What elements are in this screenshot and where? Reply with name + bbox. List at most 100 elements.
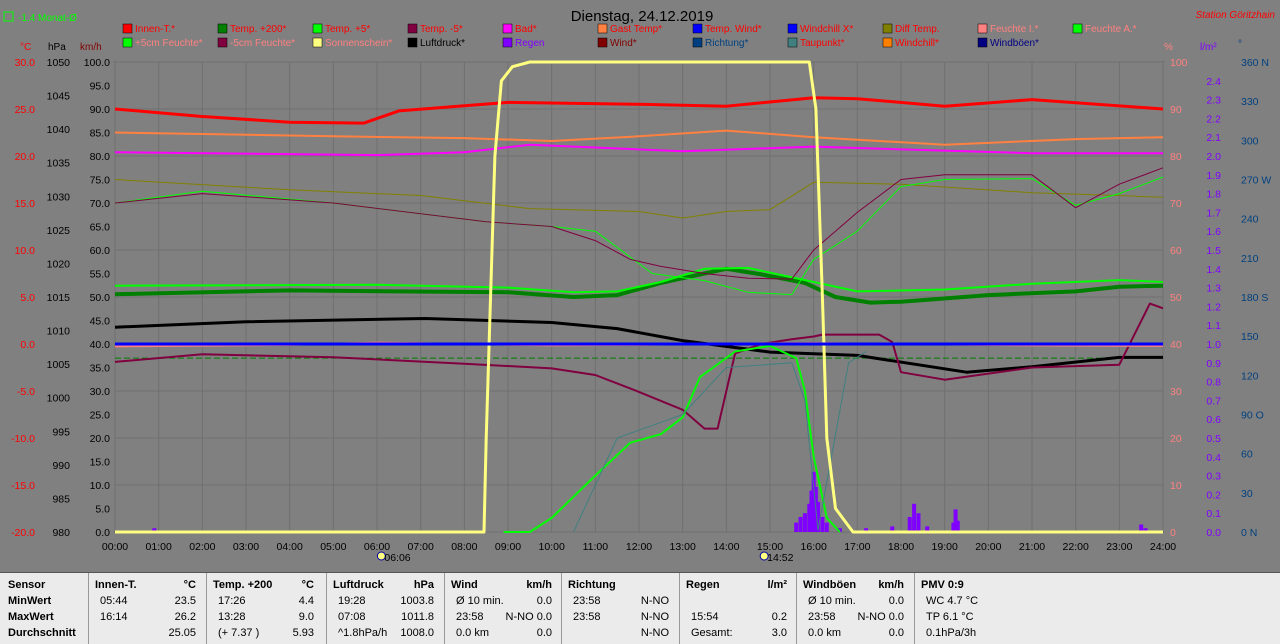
- stats-cell-label: 16:14: [100, 611, 128, 623]
- celsius-tick-label: 20.0: [15, 151, 36, 163]
- time-tick-label: 12:00: [626, 541, 652, 553]
- stats-column-divider: [561, 573, 562, 644]
- hpa-tick-label: 985: [52, 493, 70, 505]
- sun-markers: 06:06 14:52: [376, 551, 794, 564]
- lm2-tick-label: 0.4: [1206, 452, 1221, 464]
- kmh-tick-label: 85.0: [90, 128, 111, 140]
- stats-column-divider: [914, 573, 915, 644]
- series-line: [503, 344, 841, 533]
- stats-cell-label: 23:58: [573, 595, 601, 607]
- stats-header: PMV 0:9: [921, 579, 964, 591]
- rain-bar: [1143, 528, 1148, 532]
- kmh-tick-label: 15.0: [90, 457, 111, 469]
- series-line: [114, 143, 1163, 157]
- legend-label: Temp. +200*: [230, 24, 287, 35]
- time-tick-label: 17:00: [844, 541, 870, 553]
- series-line: [115, 60, 1163, 534]
- percent-tick-label: 60: [1170, 245, 1182, 257]
- lm2-tick-label: 0.1: [1206, 508, 1221, 520]
- stats-cell-label: TP 6.1 °C: [926, 611, 974, 623]
- lm2-tick-label: 0.0: [1206, 527, 1221, 539]
- stats-cell-label: 17:26: [218, 595, 246, 607]
- legend-swatch: [217, 37, 228, 48]
- legend-swatch: [502, 37, 513, 48]
- stats-cell-value: 4.4: [298, 595, 314, 607]
- stats-column-divider: [444, 573, 445, 644]
- hpa-tick-label: 1035: [47, 158, 71, 170]
- stats-header: Luftdruck: [333, 579, 384, 591]
- lm2-tick-label: 1.0: [1206, 339, 1221, 351]
- time-tick-label: 14:00: [713, 541, 739, 553]
- time-tick-label: 01:00: [146, 541, 172, 553]
- kmh-tick-label: 65.0: [90, 222, 111, 234]
- legend-swatch: [597, 23, 608, 34]
- lm2-tick-label: 2.2: [1206, 113, 1221, 125]
- legend-swatch: [692, 23, 703, 34]
- kmh-tick-label: 80.0: [90, 151, 111, 163]
- legend-label: Temp. Wind*: [705, 24, 762, 35]
- stats-cell-label: 13:28: [218, 611, 246, 623]
- stats-row-label: MaxWert: [8, 611, 54, 623]
- hpa-tick-label: 1020: [47, 258, 71, 270]
- lm2-tick-label: 0.3: [1206, 471, 1221, 483]
- direction-tick-label: 300: [1241, 135, 1259, 147]
- legend-label: Temp. -5*: [420, 24, 463, 35]
- series-line: [114, 266, 1164, 294]
- monthly-average-icon: [3, 11, 14, 22]
- legend-swatch: [882, 37, 893, 48]
- rain-bar: [837, 528, 842, 532]
- legend-label: Sonnenschein*: [325, 38, 392, 49]
- axis-ticks: 30.0 25.0 20.0 15.0 10.0 5.0 0.0 -5.0 -10.0 -15.0…: [11, 57, 1271, 553]
- kmh-tick-label: 40.0: [90, 339, 111, 351]
- legend-swatch: [312, 37, 323, 48]
- celsius-tick-label: -5.0: [17, 386, 35, 398]
- time-tick-label: 02:00: [189, 541, 215, 553]
- lm2-tick-label: 2.1: [1206, 132, 1221, 144]
- series-line: [114, 266, 1164, 305]
- stats-cell-value: 9.0: [298, 611, 314, 623]
- time-tick-label: 16:00: [801, 541, 827, 553]
- stats-cell-label: 23:58: [573, 611, 601, 623]
- rain-bar: [807, 503, 812, 532]
- series-line: [114, 302, 1164, 430]
- hpa-tick-label: 980: [52, 527, 70, 539]
- stats-cell-label: ^1.8hPa/h: [338, 627, 388, 639]
- lm2-tick-label: 2.0: [1206, 151, 1221, 163]
- stats-row-label: MinWert: [8, 595, 52, 607]
- legend-label: Gast Temp*: [610, 24, 662, 35]
- kmh-tick-label: 0.0: [95, 527, 110, 539]
- legend-swatch: [502, 23, 513, 34]
- legend-label: Feuchte I.*: [990, 24, 1038, 35]
- time-tick-label: 05:00: [320, 541, 346, 553]
- percent-tick-label: 10: [1170, 480, 1182, 492]
- direction-tick-label: 240: [1241, 214, 1259, 226]
- legend-label: Windchill*: [895, 38, 939, 49]
- kmh-tick-label: 90.0: [90, 104, 111, 116]
- kmh-tick-label: 70.0: [90, 198, 111, 210]
- legend-label: +5cm Feuchte*: [135, 38, 203, 49]
- time-tick-label: 11:00: [583, 541, 609, 553]
- direction-tick-label: 90 O: [1241, 410, 1264, 422]
- lm2-tick-label: 1.1: [1206, 320, 1221, 332]
- lm2-tick-label: 1.3: [1206, 283, 1221, 295]
- stats-header: Innen-T.: [95, 579, 137, 591]
- legend-swatch: [312, 23, 323, 34]
- series-line: [114, 179, 1164, 219]
- station-name: Station Göritzhain: [1196, 10, 1276, 21]
- lm2-tick-label: 0.2: [1206, 489, 1221, 501]
- celsius-tick-label: 5.0: [20, 292, 35, 304]
- legend-swatch: [692, 37, 703, 48]
- time-tick-label: 13:00: [670, 541, 696, 553]
- lm2-tick-label: 0.5: [1206, 433, 1221, 445]
- legend-swatch: [787, 37, 798, 48]
- percent-tick-label: 90: [1170, 104, 1182, 116]
- kmh-tick-label: 25.0: [90, 410, 111, 422]
- rain-bar: [820, 516, 825, 532]
- legend-swatch: [217, 23, 228, 34]
- lm2-tick-label: 1.4: [1206, 264, 1221, 276]
- kmh-tick-label: 60.0: [90, 245, 111, 257]
- stats-cell-label: 0.1hPa/3h: [926, 627, 977, 639]
- rain-bar: [809, 490, 814, 532]
- stats-cell-label: 23:58: [456, 611, 484, 623]
